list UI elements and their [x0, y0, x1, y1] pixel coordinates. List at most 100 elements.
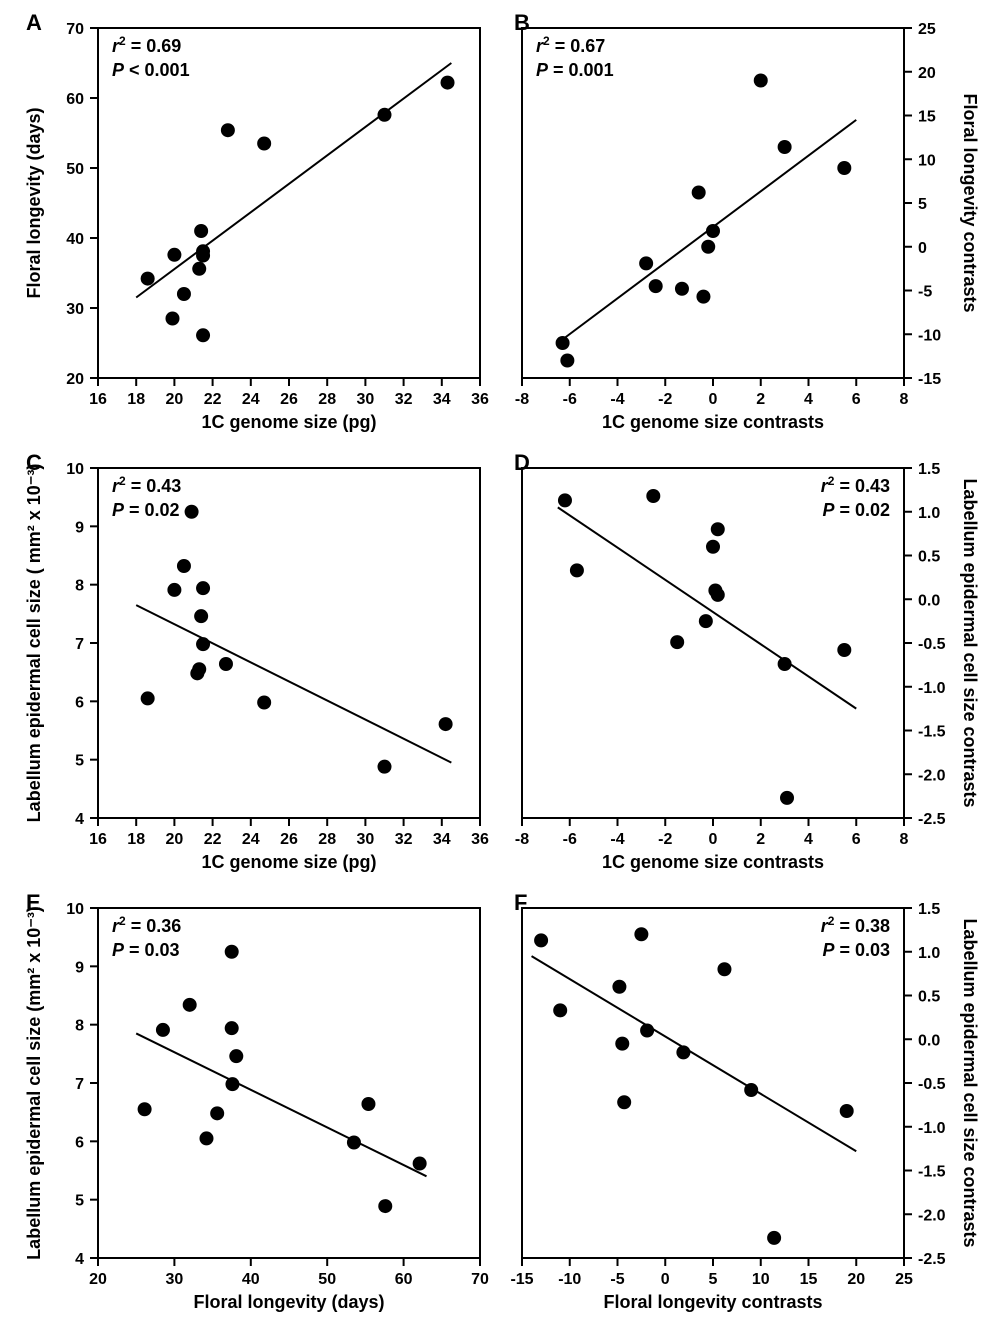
- y-tick-label: 50: [66, 161, 84, 178]
- data-point: [570, 563, 584, 577]
- r-squared-label: r2 = 0.36: [112, 914, 181, 936]
- x-axis-label: 1C genome size (pg): [201, 412, 376, 432]
- x-tick-label: 34: [433, 831, 451, 848]
- panel-C: C1618202224262830323436456789101C genome…: [20, 450, 490, 880]
- r-squared-label: r2 = 0.67: [536, 34, 605, 56]
- data-point: [225, 1021, 239, 1035]
- x-tick-label: 4: [804, 831, 813, 848]
- data-point: [156, 1023, 170, 1037]
- y-tick-label: -2.0: [918, 1207, 946, 1224]
- x-tick-label: 26: [280, 391, 298, 408]
- x-tick-label: 25: [895, 1271, 913, 1288]
- r-squared-label: r2 = 0.43: [821, 474, 890, 496]
- y-tick-label: 1.0: [918, 505, 940, 522]
- data-point: [167, 248, 181, 262]
- x-tick-label: 32: [395, 831, 413, 848]
- x-tick-label: 30: [166, 1271, 184, 1288]
- data-point: [556, 336, 570, 350]
- y-tick-label: 0.5: [918, 989, 940, 1006]
- y-tick-label: 0.5: [918, 549, 940, 566]
- data-point: [177, 559, 191, 573]
- y-tick-label: -5: [918, 284, 932, 301]
- x-tick-label: 16: [89, 831, 107, 848]
- figure-root: A16182022242628303234362030405060701C ge…: [0, 0, 998, 1339]
- y-tick-label: 1.5: [918, 461, 940, 478]
- data-point: [196, 637, 210, 651]
- x-axis-label: Floral longevity (days): [193, 1292, 384, 1312]
- data-point: [378, 108, 392, 122]
- y-tick-label: -10: [918, 327, 941, 344]
- panel-label-A: A: [26, 10, 42, 36]
- data-point: [199, 1131, 213, 1145]
- x-tick-label: 20: [89, 1271, 107, 1288]
- y-tick-label: 8: [75, 1018, 84, 1035]
- data-point: [441, 76, 455, 90]
- data-point: [837, 161, 851, 175]
- data-point: [257, 137, 271, 151]
- x-tick-label: 26: [280, 831, 298, 848]
- data-point: [744, 1083, 758, 1097]
- p-value-label: P = 0.03: [112, 940, 180, 960]
- data-point: [361, 1097, 375, 1111]
- data-point: [225, 945, 239, 959]
- data-point: [192, 262, 206, 276]
- p-value-label: P = 0.02: [822, 500, 890, 520]
- x-axis-label: 1C genome size contrasts: [602, 412, 824, 432]
- data-point: [699, 614, 713, 628]
- data-point: [634, 927, 648, 941]
- y-tick-label: 9: [75, 959, 84, 976]
- data-point: [141, 691, 155, 705]
- y-tick-label: -2.0: [918, 767, 946, 784]
- data-point: [692, 186, 706, 200]
- data-point: [194, 609, 208, 623]
- y-tick-label: -2.5: [918, 811, 946, 828]
- y-tick-label: -15: [918, 371, 941, 388]
- data-point: [560, 354, 574, 368]
- y-tick-label: -1.0: [918, 680, 946, 697]
- data-point: [612, 980, 626, 994]
- x-tick-label: 28: [318, 391, 336, 408]
- y-tick-label: 5: [75, 753, 84, 770]
- data-point: [177, 287, 191, 301]
- y-tick-label: 0: [918, 240, 927, 257]
- x-tick-label: 24: [242, 391, 260, 408]
- x-tick-label: 32: [395, 391, 413, 408]
- data-point: [778, 140, 792, 154]
- data-point: [706, 224, 720, 238]
- x-tick-label: -4: [610, 391, 624, 408]
- panel-label-C: C: [26, 450, 42, 476]
- data-point: [219, 657, 233, 671]
- x-tick-label: 0: [661, 1271, 670, 1288]
- x-tick-label: 8: [900, 391, 909, 408]
- panel-D: D-8-6-4-202468-2.5-2.0-1.5-1.0-0.50.00.5…: [508, 450, 978, 880]
- panel-label-D: D: [514, 450, 530, 476]
- r-squared-label: r2 = 0.43: [112, 474, 181, 496]
- y-tick-label: 6: [75, 1134, 84, 1151]
- y-axis-label: Labellum epidermal cell size contrasts: [960, 478, 978, 807]
- data-point: [615, 1037, 629, 1051]
- x-tick-label: 6: [852, 831, 861, 848]
- panel-label-E: E: [26, 890, 41, 916]
- x-tick-label: 6: [852, 391, 861, 408]
- x-tick-label: 2: [756, 391, 765, 408]
- x-tick-label: -10: [558, 1271, 581, 1288]
- y-tick-label: 20: [66, 371, 84, 388]
- y-tick-label: 15: [918, 109, 936, 126]
- data-point: [696, 290, 710, 304]
- x-tick-label: 70: [471, 1271, 489, 1288]
- data-point: [711, 522, 725, 536]
- y-tick-label: 1.0: [918, 945, 940, 962]
- y-tick-label: 10: [66, 901, 84, 918]
- data-point: [534, 933, 548, 947]
- data-point: [649, 279, 663, 293]
- x-tick-label: 30: [357, 391, 375, 408]
- data-point: [194, 224, 208, 238]
- x-tick-label: 30: [357, 831, 375, 848]
- regression-line: [558, 507, 856, 708]
- y-tick-label: 7: [75, 636, 84, 653]
- data-point: [229, 1049, 243, 1063]
- data-point: [347, 1136, 361, 1150]
- x-tick-label: -6: [563, 831, 577, 848]
- data-point: [141, 272, 155, 286]
- p-value-label: P < 0.001: [112, 60, 190, 80]
